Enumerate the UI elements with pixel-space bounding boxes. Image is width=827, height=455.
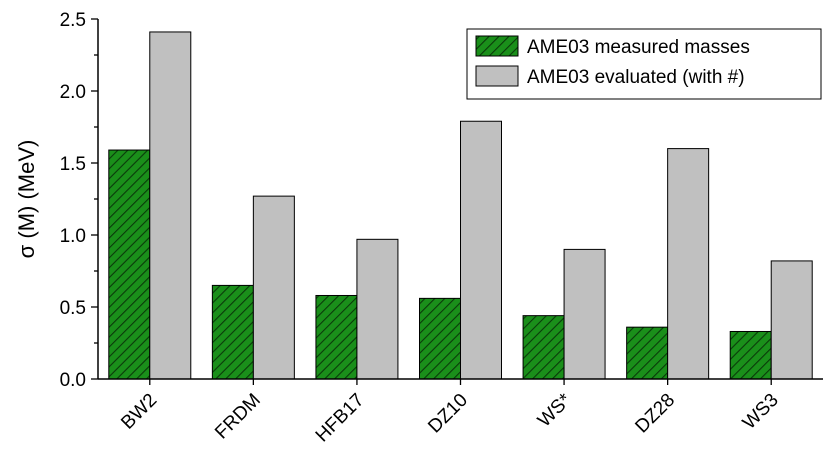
bar-measured-hfb17 xyxy=(315,294,358,380)
legend-label-measured: AME03 measured masses xyxy=(527,37,750,58)
y-tick-label: 1.0 xyxy=(60,226,86,247)
bar-measured-frdm xyxy=(211,284,254,380)
y-axis-title: σ (M) (MeV) xyxy=(14,140,39,259)
legend-label-evaluated: AME03 evaluated (with #) xyxy=(527,67,745,88)
x-tick-label: WS* xyxy=(534,389,576,431)
x-tick-label: HFB17 xyxy=(312,390,369,447)
y-tick-label: 2.5 xyxy=(60,10,86,31)
x-tick-label: DZ28 xyxy=(631,390,679,438)
bars-group xyxy=(108,31,813,380)
bar-measured-dz10 xyxy=(419,297,461,380)
bar-evaluated-dz28 xyxy=(667,148,710,380)
legend-box xyxy=(466,28,822,100)
bar-measured-dz28 xyxy=(626,326,669,380)
bar-evaluated-bw2 xyxy=(149,31,192,380)
bar-evaluated-ws xyxy=(563,248,606,380)
x-tick-label: FRDM xyxy=(211,390,265,444)
bar-evaluated-dz10 xyxy=(460,120,502,380)
x-tick-label: BW2 xyxy=(117,390,161,434)
bar-measured-ws3 xyxy=(729,330,772,380)
y-tick-label: 0.5 xyxy=(60,298,86,319)
bar-measured-bw2 xyxy=(108,149,151,380)
y-tick-label: 2.0 xyxy=(60,82,86,103)
bar-evaluated-ws3 xyxy=(770,260,813,380)
x-tick-label: WS3 xyxy=(739,390,783,434)
y-tick-label: 0.0 xyxy=(60,370,86,391)
y-tick-label: 1.5 xyxy=(60,154,86,175)
legend-swatch-evaluated xyxy=(475,65,519,87)
x-tick-label: DZ10 xyxy=(424,390,472,438)
bar-measured-ws xyxy=(522,315,565,380)
bar-evaluated-frdm xyxy=(252,195,295,380)
legend-swatch-measured xyxy=(475,35,519,57)
bar-evaluated-hfb17 xyxy=(356,238,399,380)
legend: AME03 measured masses AME03 evaluated (wi… xyxy=(466,28,822,100)
